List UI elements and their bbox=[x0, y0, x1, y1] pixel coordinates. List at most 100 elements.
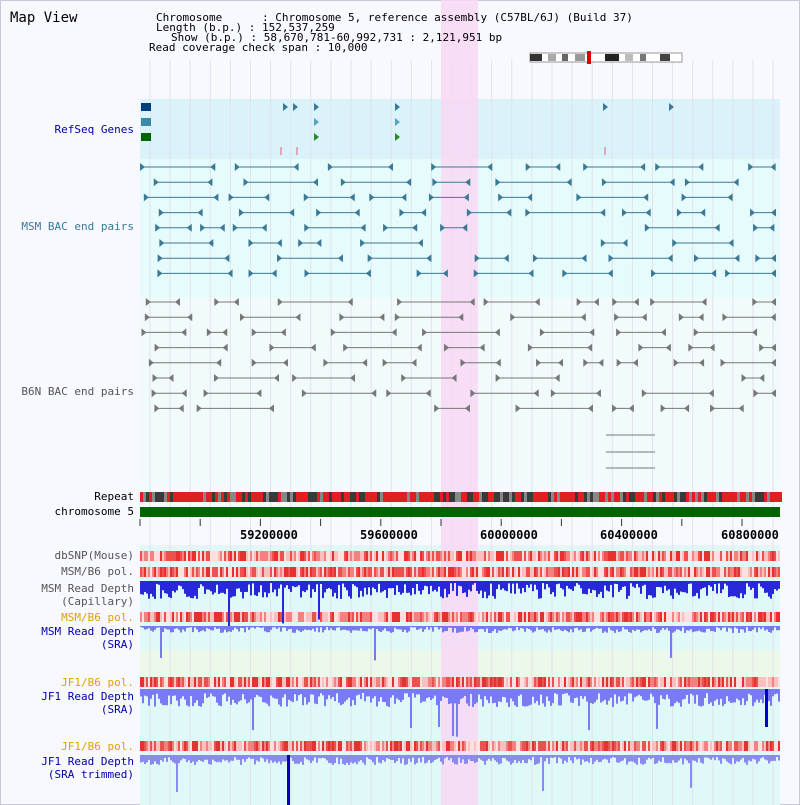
heat-cell bbox=[376, 741, 378, 751]
heat-cell bbox=[216, 551, 218, 561]
depth-bar bbox=[714, 755, 716, 761]
heat-cell bbox=[226, 741, 228, 751]
repeat-block bbox=[272, 492, 275, 502]
track-label-refseq-genes[interactable]: RefSeq Genes bbox=[54, 123, 134, 136]
depth-bar bbox=[532, 581, 534, 592]
heat-cell bbox=[420, 677, 422, 687]
bac-end bbox=[587, 404, 593, 413]
heat-cell bbox=[370, 612, 372, 622]
heat-cell bbox=[492, 677, 494, 687]
depth-bar bbox=[570, 581, 572, 590]
depth-bar bbox=[604, 581, 606, 586]
heat-cell bbox=[192, 677, 194, 687]
heat-cell bbox=[382, 741, 384, 751]
depth-bar bbox=[710, 581, 712, 587]
depth-bar bbox=[718, 755, 720, 761]
heat-cell bbox=[278, 612, 280, 622]
heat-cell bbox=[652, 612, 654, 622]
heat-cell bbox=[582, 567, 584, 577]
heat-cell bbox=[716, 741, 718, 751]
heat-cell bbox=[772, 677, 774, 687]
heat-cell bbox=[414, 741, 416, 751]
heat-cell bbox=[586, 677, 588, 687]
heat-cell bbox=[544, 567, 546, 577]
bac-end bbox=[428, 193, 434, 202]
depth-bar bbox=[150, 689, 152, 699]
depth-bar bbox=[206, 755, 208, 760]
bac-end bbox=[532, 254, 538, 263]
heat-cell bbox=[624, 612, 626, 622]
depth-bar bbox=[164, 689, 166, 706]
repeat-block bbox=[527, 492, 530, 502]
heat-cell bbox=[506, 677, 508, 687]
heat-cell bbox=[604, 612, 606, 622]
repeat-block bbox=[773, 492, 776, 502]
depth-bar bbox=[700, 755, 702, 763]
depth-bar bbox=[486, 755, 488, 761]
heat-cell bbox=[726, 741, 728, 751]
depth-bar bbox=[732, 689, 734, 703]
depth-bar bbox=[400, 581, 402, 595]
depth-bar bbox=[710, 755, 712, 760]
heat-cell bbox=[708, 551, 710, 561]
depth-bar bbox=[336, 755, 338, 758]
bac-end bbox=[681, 193, 687, 202]
heat-cell bbox=[554, 741, 556, 751]
heat-cell bbox=[200, 567, 202, 577]
depth-bar bbox=[258, 755, 260, 762]
depth-bar bbox=[678, 581, 680, 595]
depth-bar bbox=[616, 626, 618, 630]
heat-cell bbox=[418, 567, 420, 577]
depth-bar bbox=[752, 689, 754, 707]
depth-bar bbox=[670, 755, 672, 764]
depth-bar bbox=[168, 689, 170, 696]
depth-bar bbox=[368, 626, 370, 629]
bac-end bbox=[371, 389, 377, 398]
track-label-msm-bac[interactable]: MSM BAC end pairs bbox=[21, 220, 134, 233]
depth-bar bbox=[262, 689, 264, 703]
heat-cell bbox=[212, 551, 214, 561]
depth-bar bbox=[652, 581, 654, 598]
depth-bar bbox=[476, 755, 478, 762]
heat-cell bbox=[596, 677, 598, 687]
depth-bar bbox=[664, 755, 666, 763]
track-label-b6n-bac[interactable]: B6N BAC end pairs bbox=[21, 385, 134, 398]
depth-bar bbox=[492, 755, 494, 759]
depth-bar bbox=[480, 581, 482, 591]
heat-cell bbox=[462, 741, 464, 751]
heat-cell bbox=[214, 612, 216, 622]
depth-bar bbox=[358, 581, 360, 598]
heat-cell bbox=[428, 677, 430, 687]
depth-bar bbox=[470, 581, 472, 592]
depth-bar bbox=[662, 626, 664, 628]
depth-bar bbox=[422, 581, 424, 591]
depth-bar bbox=[400, 689, 402, 703]
bac-end bbox=[269, 343, 275, 352]
depth-bar bbox=[696, 626, 698, 632]
repeat-block bbox=[752, 492, 755, 502]
depth-bar bbox=[586, 626, 588, 629]
depth-bar bbox=[200, 689, 202, 707]
heat-cell bbox=[630, 567, 632, 577]
bac-end bbox=[640, 163, 646, 171]
heat-cell bbox=[216, 677, 218, 687]
depth-bar bbox=[250, 755, 252, 759]
depth-bar bbox=[564, 689, 566, 694]
bac-end bbox=[755, 254, 761, 263]
bac-end bbox=[431, 163, 437, 171]
heat-cell bbox=[550, 567, 552, 577]
depth-bar bbox=[558, 581, 560, 584]
heat-cell bbox=[604, 551, 606, 561]
repeat-block bbox=[281, 492, 284, 502]
bac-end bbox=[397, 298, 403, 306]
depth-bar bbox=[232, 755, 234, 761]
heat-cell bbox=[390, 677, 392, 687]
depth-bar bbox=[226, 689, 228, 702]
heat-cell bbox=[716, 551, 718, 561]
heat-cell bbox=[588, 677, 590, 687]
depth-bar bbox=[758, 689, 760, 703]
heat-cell bbox=[320, 567, 322, 577]
heat-cell bbox=[274, 567, 276, 577]
heat-cell bbox=[150, 741, 152, 751]
